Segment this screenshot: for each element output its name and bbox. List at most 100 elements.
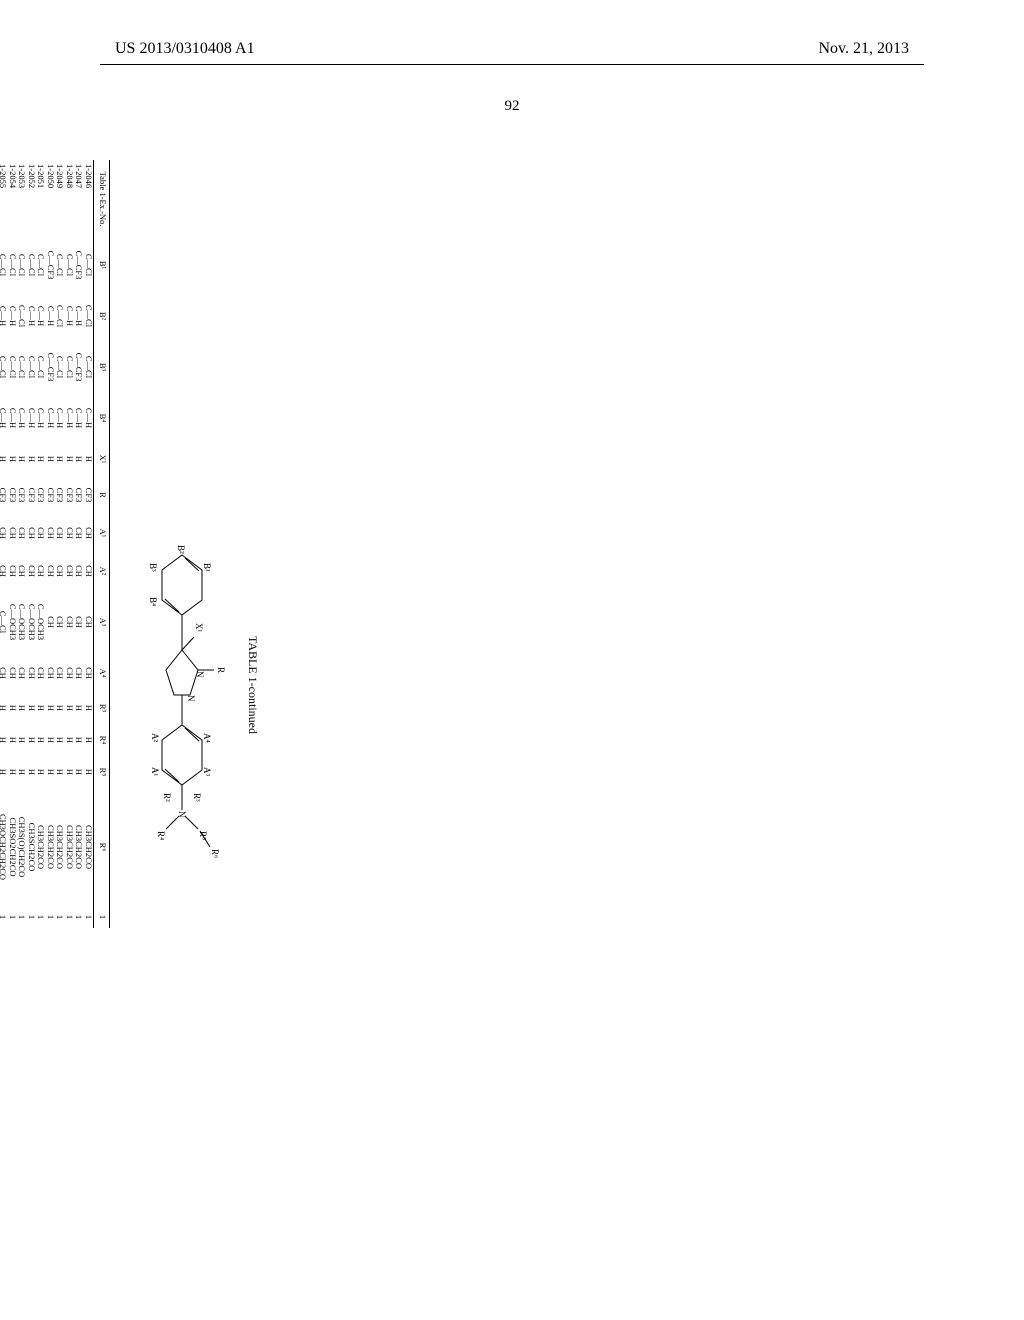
table-cell: H [84,692,94,724]
table-cell: CH [46,654,56,692]
table-cell: CH [65,514,75,552]
table-cell: H [18,442,28,476]
table-cell: 1 [56,906,66,928]
col-a4: A⁴ [94,654,110,692]
table-header-row: Table 1-Ex.-No. B¹ B² B³ B⁴ X¹ R A¹ A² A… [94,160,110,928]
table-cell: C—Cl [27,238,37,292]
table-cell: 1 [37,906,47,928]
label-b2: B² [176,545,186,554]
table-cell: H [37,692,47,724]
table-cell: H [8,724,18,756]
table-cell: CF3 [18,476,28,514]
table-cell: C—H [75,292,85,340]
table-title: TABLE 1-continued [245,160,260,1210]
table-cell: 1-2055 [0,160,8,238]
table-cell: CH [46,590,56,654]
table-cell: C—H [65,394,75,442]
label-r: R [216,667,226,673]
table-cell: 1 [8,906,18,928]
table-cell: CH [27,514,37,552]
table-cell: CF3 [8,476,18,514]
table-cell: H [0,724,8,756]
table-cell: H [18,692,28,724]
table-row: 1-2050C—CF3C—HC—CF3C—HHCF3CHCHCHCHHHHCH3… [46,160,56,928]
table-cell: CH3CH2CO [84,788,94,906]
table-cell: CH [27,552,37,590]
table-cell: 1-2046 [84,160,94,238]
table-cell: CF3 [0,476,8,514]
col-a1: A¹ [94,514,110,552]
table-cell: 1 [46,906,56,928]
label-a4: A⁴ [202,733,212,743]
table-cell: CH [56,552,66,590]
col-x1: X¹ [94,442,110,476]
table-row: 1-2054C—ClC—HC—ClC—HHCF3CHCHC—OCH3CHHHHC… [8,160,18,928]
table-cell: CH3S(O)CH2CO [18,788,28,906]
col-b3: B³ [94,340,110,394]
table-cell: H [65,692,75,724]
table-row: 1-2051C—ClC—HC—ClC—HHCF3CHCHC—OCH3CHHHHC… [37,160,47,928]
table-cell: C—Cl [0,590,8,654]
table-row: 1-2052C—ClC—HC—ClC—HHCF3CHCHC—OCH3CHHHHC… [27,160,37,928]
table-cell: C—H [37,394,47,442]
table-row: 1-2047C—CF3C—HC—CF3C—HHCF3CHCHCHCHHHHCH3… [75,160,85,928]
table-cell: CH [46,552,56,590]
table-cell: CH [84,514,94,552]
table-cell: H [0,756,8,788]
table-cell: H [27,756,37,788]
table-cell: C—H [84,394,94,442]
table-cell: C—H [27,292,37,340]
table-cell: CH [84,552,94,590]
table-cell: CH [18,552,28,590]
col-a3: A³ [94,590,110,654]
label-r2: R² [162,793,172,802]
col-r5: R⁵ [94,756,110,788]
table-cell: CH [75,590,85,654]
table-cell: H [37,442,47,476]
table-cell: CH [8,514,18,552]
table-cell: C—Cl [18,292,28,340]
table-cell: H [46,724,56,756]
table-cell: C—Cl [18,340,28,394]
table-cell: H [18,756,28,788]
table-cell: CH [56,514,66,552]
table-cell: C—H [0,292,8,340]
table-cell: CH [0,654,8,692]
table-cell: C—Cl [84,340,94,394]
header-rule [100,64,924,65]
table-cell: CH [8,552,18,590]
label-x1: X¹ [194,623,204,632]
table-cell: CH [18,514,28,552]
col-b2: B² [94,292,110,340]
table-cell: C—H [18,394,28,442]
table-cell: CH [37,654,47,692]
table-cell: CH [75,654,85,692]
table-cell: C—H [46,292,56,340]
table-cell: C—OCH3 [37,590,47,654]
table-cell: 1-2047 [75,160,85,238]
table-cell: CH [84,654,94,692]
table-cell: H [46,442,56,476]
table-row: 1-2053C—ClC—ClC—ClC—HHCF3CHCHC—OCH3CHHHH… [18,160,28,928]
table-cell: C—H [56,394,66,442]
table-cell: CH3CH2CO [46,788,56,906]
table-cell: CH [27,654,37,692]
table-cell: CH3CH2CO [56,788,66,906]
table-cell: CH [84,590,94,654]
table-cell: H [56,442,66,476]
table-row: 1-2046C—ClC—ClC—ClC—HHCF3CHCHCHCHHHHCH3C… [84,160,94,928]
table-cell: H [84,724,94,756]
table-cell: C—Cl [65,340,75,394]
table-cell: CH3CH2CO [37,788,47,906]
table-cell: CF3 [84,476,94,514]
table-cell: H [84,442,94,476]
table-cell: H [65,724,75,756]
table-cell: C—CF3 [46,340,56,394]
table-cell: 1-2049 [56,160,66,238]
table-cell: C—Cl [84,238,94,292]
table-cell: 1-2051 [37,160,47,238]
rotated-content: TABLE 1-continued N N [0,160,260,1210]
chemical-structure-diagram: N N X¹ R A⁴ A³ A¹ A² [117,160,242,1210]
table-cell: 1 [18,906,28,928]
table-cell: H [56,724,66,756]
